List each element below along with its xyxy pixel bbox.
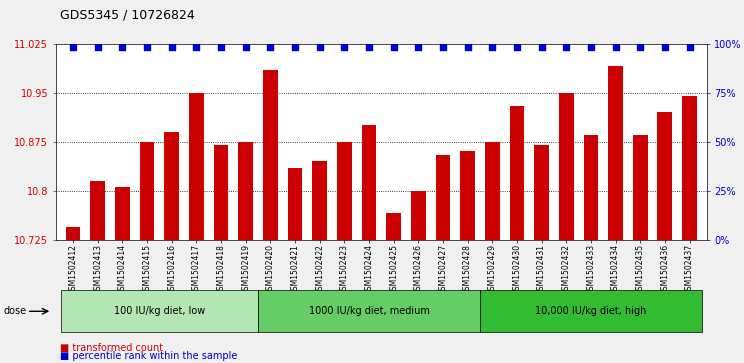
Bar	[411, 191, 426, 240]
Bar	[189, 93, 204, 240]
Bar	[608, 66, 623, 240]
Bar	[682, 96, 697, 240]
Point	[511, 45, 523, 50]
Text: GDS5345 / 10726824: GDS5345 / 10726824	[60, 9, 194, 22]
Point	[684, 45, 696, 50]
Point	[215, 45, 227, 50]
Bar	[312, 161, 327, 240]
Text: 10,000 IU/kg diet, high: 10,000 IU/kg diet, high	[535, 306, 647, 316]
Point	[487, 45, 498, 50]
Text: 1000 IU/kg diet, medium: 1000 IU/kg diet, medium	[309, 306, 429, 316]
Bar	[214, 145, 228, 240]
Text: dose: dose	[4, 306, 27, 316]
Point	[609, 45, 621, 50]
Point	[585, 45, 597, 50]
Point	[339, 45, 350, 50]
Bar	[485, 142, 500, 240]
Point	[560, 45, 572, 50]
Point	[462, 45, 474, 50]
Bar	[238, 142, 253, 240]
Point	[635, 45, 647, 50]
Text: ■ transformed count: ■ transformed count	[60, 343, 163, 353]
Point	[289, 45, 301, 50]
Bar	[288, 168, 302, 240]
Bar	[559, 93, 574, 240]
Point	[116, 45, 128, 50]
Point	[363, 45, 375, 50]
Point	[437, 45, 449, 50]
Bar	[263, 70, 278, 240]
Point	[67, 45, 79, 50]
Text: ■ percentile rank within the sample: ■ percentile rank within the sample	[60, 351, 237, 362]
Point	[412, 45, 424, 50]
Point	[190, 45, 202, 50]
Point	[659, 45, 671, 50]
Point	[388, 45, 400, 50]
Bar	[435, 155, 450, 240]
Point	[240, 45, 251, 50]
Bar	[633, 135, 647, 240]
Point	[92, 45, 103, 50]
Point	[536, 45, 548, 50]
Bar	[386, 213, 401, 240]
Bar	[658, 112, 673, 240]
Bar	[115, 187, 129, 240]
Point	[166, 45, 178, 50]
Bar	[583, 135, 598, 240]
Bar	[362, 125, 376, 240]
Point	[314, 45, 326, 50]
Point	[264, 45, 276, 50]
Bar	[164, 132, 179, 240]
Bar	[90, 181, 105, 240]
Point	[141, 45, 153, 50]
Bar	[337, 142, 352, 240]
Bar	[510, 106, 525, 240]
Bar	[65, 227, 80, 240]
Bar	[534, 145, 549, 240]
Text: 100 IU/kg diet, low: 100 IU/kg diet, low	[114, 306, 205, 316]
Bar	[461, 151, 475, 240]
Bar	[140, 142, 155, 240]
